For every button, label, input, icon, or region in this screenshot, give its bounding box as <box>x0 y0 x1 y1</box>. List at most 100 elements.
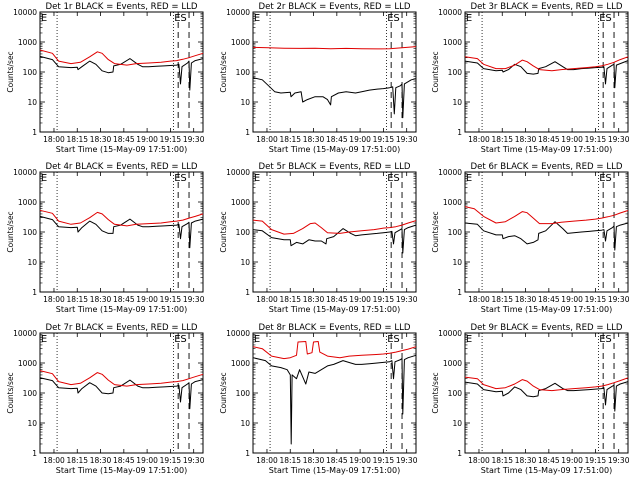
x-tick-label: 18:00 <box>468 135 490 144</box>
series-line-lld <box>252 219 417 235</box>
marker-label-s: S <box>180 173 186 184</box>
series-line-lld <box>464 56 629 72</box>
y-axis-label: Counts/sec <box>431 51 440 92</box>
x-tick-label: 18:00 <box>256 456 278 465</box>
x-tick-label: 18:00 <box>43 135 65 144</box>
x-tick-label: 19:15 <box>585 135 607 144</box>
marker-label-e: E <box>599 334 605 345</box>
x-tick-label: 19:15 <box>160 135 182 144</box>
y-axis-label: Counts/sec <box>6 51 15 92</box>
x-axis-label: Start Time (15-May-09 17:51:00) <box>481 145 612 154</box>
y-tick-label: 10 <box>240 98 250 107</box>
x-tick-label: 19:00 <box>136 456 158 465</box>
chart-title: Det 2r BLACK = Events, RED = LLD <box>258 2 410 12</box>
y-tick-label: 1000 <box>443 198 462 207</box>
x-tick-label: 18:15 <box>491 295 513 304</box>
chart-title: Det 8r BLACK = Events, RED = LLD <box>258 323 410 333</box>
series-line-events <box>252 77 417 119</box>
chart-title: Det 9r BLACK = Events, RED = LLD <box>470 323 622 333</box>
x-tick-label: 18:00 <box>43 456 65 465</box>
series-line-lld <box>39 49 204 66</box>
x-tick-label: 18:15 <box>66 456 88 465</box>
x-tick-label: 18:15 <box>279 295 301 304</box>
series-line-lld <box>252 46 417 50</box>
marker-label-e: E <box>174 173 180 184</box>
y-tick-label: 10 <box>27 98 37 107</box>
x-axis-label: Start Time (15-May-09 17:51:00) <box>269 305 400 314</box>
y-tick-label: 1000 <box>18 359 37 368</box>
y-tick-label: 10000 <box>226 168 250 177</box>
chart-panel-2: Det 2r BLACK = Events, RED = LLD 1 10 100 10… <box>219 2 418 154</box>
marker-label-e-left: E <box>466 13 472 24</box>
x-tick-label: 18:30 <box>90 456 112 465</box>
series-line-events <box>39 215 204 249</box>
marker-label-e-left: E <box>254 13 260 24</box>
y-tick-label: 1 <box>245 449 250 458</box>
chart-panel-3: Det 3r BLACK = Events, RED = LLD 1 10 100 10… <box>431 2 630 154</box>
y-tick-label: 1000 <box>18 198 37 207</box>
x-tick-label: 18:15 <box>279 456 301 465</box>
marker-label-e: E <box>387 173 393 184</box>
y-axis-label: Counts/sec <box>431 372 440 413</box>
x-tick-label: 18:00 <box>256 295 278 304</box>
y-tick-label: 1000 <box>231 198 250 207</box>
marker-label-e: E <box>387 13 393 24</box>
x-tick-label: 18:45 <box>326 135 348 144</box>
x-tick-label: 18:30 <box>303 135 325 144</box>
x-tick-label: 19:30 <box>183 135 205 144</box>
marker-label-s: S <box>180 13 186 24</box>
x-tick-label: 19:00 <box>136 135 158 144</box>
x-tick-label: 19:15 <box>160 456 182 465</box>
x-tick-label: 19:15 <box>373 295 395 304</box>
y-axis-label: Counts/sec <box>219 372 228 413</box>
y-tick-label: 10 <box>240 419 250 428</box>
y-tick-label: 100 <box>448 68 463 77</box>
y-axis-label: Counts/sec <box>6 211 15 252</box>
marker-label-e-left: E <box>254 173 260 184</box>
x-tick-label: 18:45 <box>538 295 560 304</box>
y-axis-label: Counts/sec <box>219 51 228 92</box>
y-tick-label: 1000 <box>231 38 250 47</box>
series-line-lld <box>39 370 204 387</box>
y-tick-label: 1 <box>457 449 462 458</box>
x-tick-label: 18:45 <box>538 456 560 465</box>
y-tick-label: 10 <box>27 258 37 267</box>
chart-panel-8: Det 8r BLACK = Events, RED = LLD 1 10 100 10… <box>219 323 418 475</box>
marker-label-s: S <box>605 173 611 184</box>
x-tick-label: 19:30 <box>608 135 630 144</box>
series-line-lld <box>39 209 204 227</box>
x-tick-label: 19:15 <box>373 135 395 144</box>
marker-label-s: S <box>180 334 186 345</box>
x-tick-label: 19:15 <box>585 295 607 304</box>
y-tick-label: 1000 <box>231 359 250 368</box>
marker-label-e: E <box>387 334 393 345</box>
x-tick-label: 18:30 <box>515 135 537 144</box>
x-tick-label: 19:00 <box>136 295 158 304</box>
x-tick-label: 19:30 <box>396 456 418 465</box>
x-tick-label: 18:45 <box>113 456 135 465</box>
x-tick-label: 18:45 <box>113 295 135 304</box>
x-tick-label: 19:30 <box>608 295 630 304</box>
y-tick-label: 1 <box>32 128 37 137</box>
x-tick-label: 19:15 <box>160 295 182 304</box>
x-axis-label: Start Time (15-May-09 17:51:00) <box>56 145 187 154</box>
y-tick-label: 10000 <box>438 168 462 177</box>
x-tick-label: 18:00 <box>43 295 65 304</box>
y-tick-label: 100 <box>448 228 463 237</box>
x-axis-label: Start Time (15-May-09 17:51:00) <box>56 305 187 314</box>
chart-title: Det 5r BLACK = Events, RED = LLD <box>258 162 410 172</box>
x-tick-label: 19:00 <box>561 295 583 304</box>
chart-panel-1: Det 1r BLACK = Events, RED = LLD 1 10 100 10… <box>6 2 205 154</box>
x-tick-label: 19:30 <box>183 456 205 465</box>
y-tick-label: 10 <box>452 98 462 107</box>
marker-label-e-left: E <box>41 334 47 345</box>
x-tick-label: 18:45 <box>113 135 135 144</box>
marker-label-e: E <box>599 13 605 24</box>
series-line-events <box>464 381 629 412</box>
series-line-events <box>464 60 629 89</box>
x-tick-label: 18:30 <box>515 295 537 304</box>
x-tick-label: 18:00 <box>468 456 490 465</box>
x-axis-label: Start Time (15-May-09 17:51:00) <box>56 466 187 475</box>
y-axis-label: Counts/sec <box>219 211 228 252</box>
marker-label-s: S <box>393 334 399 345</box>
